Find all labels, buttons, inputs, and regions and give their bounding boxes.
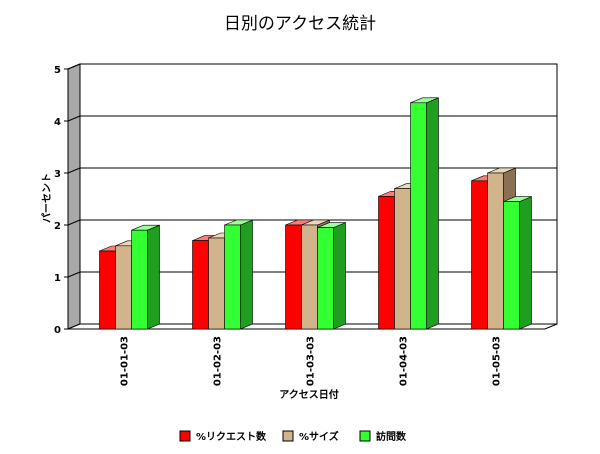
x-tick-label: 01-02-03: [213, 336, 224, 386]
bars: [99, 97, 532, 330]
legend-item: 訪問数: [359, 430, 407, 443]
y-axis-ticks: 0 1 2 3 4 5: [54, 65, 68, 336]
legend-swatch: [359, 430, 371, 442]
gridline-side: [67, 115, 81, 122]
legend-swatch: [282, 430, 294, 442]
chart-title: 日別のアクセス統計: [224, 14, 376, 34]
gridline-side: [67, 167, 81, 174]
gridline-side: [67, 219, 81, 226]
legend-label: 訪問数: [376, 430, 407, 443]
x-tick-label: 01-03-03: [306, 336, 317, 386]
legend-item: %サイズ: [282, 430, 339, 443]
bar: [410, 97, 439, 330]
legend-label: %リクエスト数: [196, 430, 267, 443]
y-tick-label: 2: [54, 221, 61, 232]
gridline-side: [67, 63, 81, 70]
x-tick-label: 01-01-03: [120, 336, 131, 386]
legend-swatch: [179, 430, 191, 442]
bar: [224, 219, 253, 330]
y-tick-label: 5: [54, 65, 61, 76]
legend-item: %リクエスト数: [179, 430, 267, 443]
gridline-side: [67, 271, 81, 278]
y-tick-label: 3: [54, 169, 61, 180]
y-tick-label: 1: [54, 273, 61, 284]
plot-side-wall: [67, 63, 81, 330]
legend: %リクエスト数 %サイズ 訪問数: [179, 430, 407, 443]
x-tick-label: 01-04-03: [399, 336, 410, 386]
y-tick-label: 0: [54, 325, 61, 336]
bar: [317, 222, 346, 330]
x-tick-label: 01-05-03: [492, 336, 503, 386]
legend-label: %サイズ: [299, 430, 339, 443]
y-tick-label: 4: [54, 117, 61, 128]
x-axis-label: アクセス日付: [279, 388, 339, 401]
x-axis-ticks: 01-01-03 01-02-03 01-03-03 01-04-03 01-05-03: [120, 336, 503, 386]
bar: [503, 196, 532, 330]
y-axis-label: パーセント: [41, 173, 53, 223]
bar: [131, 224, 160, 330]
